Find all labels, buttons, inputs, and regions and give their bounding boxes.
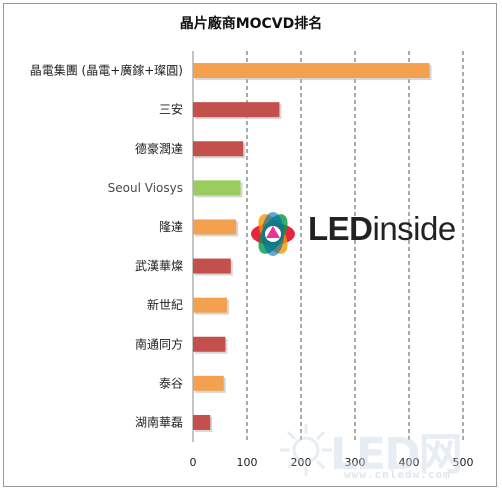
bar-0 (193, 63, 430, 79)
category-label-4: 隆達 (159, 219, 183, 234)
bar-5 (193, 258, 231, 274)
ledinside-logo: LEDinside (246, 206, 476, 262)
category-label-8: 泰谷 (159, 376, 183, 390)
bar-9 (193, 414, 211, 430)
watermark-text: LED网 (330, 429, 463, 480)
bar-7 (193, 336, 226, 352)
x-tick-label-400: 400 (399, 456, 420, 469)
category-label-6: 新世紀 (147, 297, 183, 312)
ledinside-logo-icon (251, 212, 295, 256)
bar-1 (193, 102, 280, 118)
bar-8 (193, 375, 224, 391)
bar-2 (193, 141, 244, 157)
category-label-7: 南通同方 (135, 336, 183, 351)
chart-title: 晶片廠商MOCVD排名 (179, 16, 323, 32)
sparkle-icon (280, 424, 332, 476)
category-label-1: 三安 (159, 102, 183, 117)
bar-6 (193, 297, 228, 313)
x-tick-label-200: 200 (291, 456, 312, 469)
category-label-2: 德豪潤達 (135, 141, 183, 156)
watermark-url: www.cnledw.com (344, 468, 451, 481)
bar-4 (193, 219, 237, 235)
x-tick-label-0: 0 (190, 456, 197, 469)
x-tick-label-500: 500 (453, 456, 474, 469)
watermark: LED网 www.cnledw.com (276, 420, 498, 488)
category-label-5: 武漢華燦 (135, 259, 183, 273)
ledinside-logo-text: LEDinside (308, 210, 456, 247)
x-tick-label-100: 100 (237, 456, 258, 469)
category-label-3: Seoul Viosys (108, 181, 183, 195)
chart-frame (3, 3, 497, 487)
x-tick-label-300: 300 (345, 456, 366, 469)
bar-3 (193, 180, 241, 196)
category-label-9: 湖南華磊 (135, 414, 183, 429)
category-label-0: 晶電集團 (晶電+廣鎵+璨圓) (30, 63, 183, 78)
